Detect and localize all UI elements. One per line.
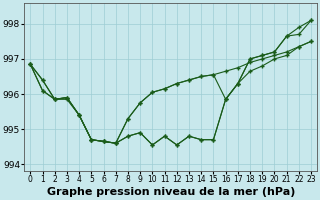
X-axis label: Graphe pression niveau de la mer (hPa): Graphe pression niveau de la mer (hPa) [46,187,295,197]
